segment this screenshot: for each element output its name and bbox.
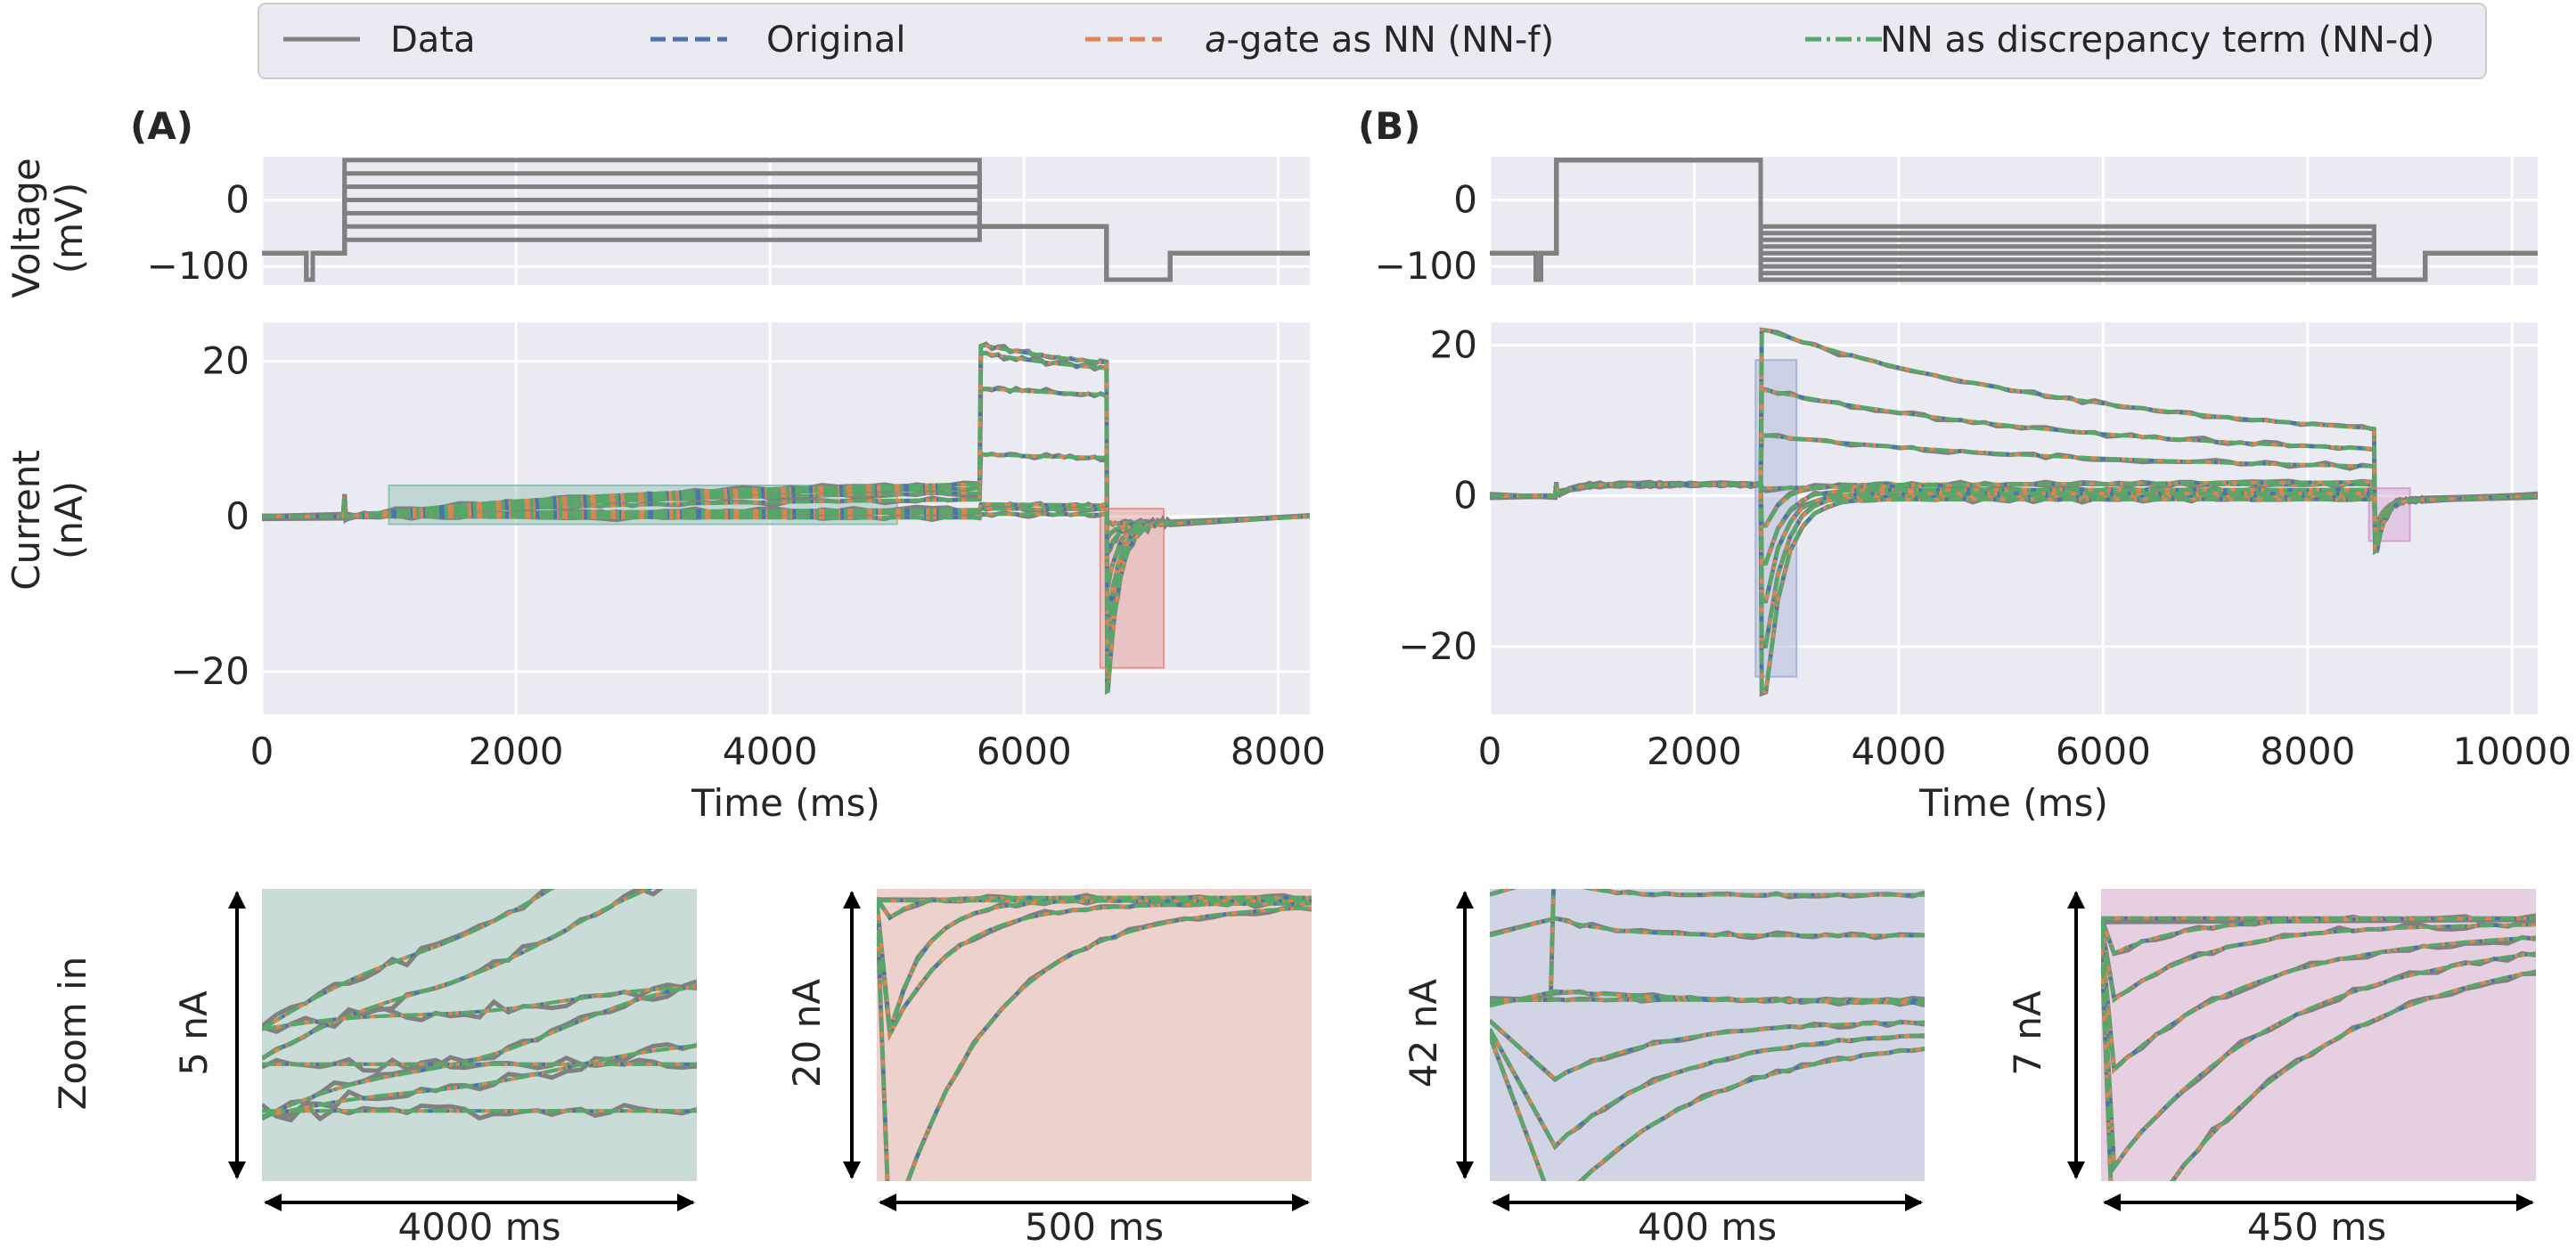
zoom-a2-scale-y: 20 nA [785, 979, 829, 1088]
legend-entry-nnf: a-gate as NN (NN-f) [1085, 20, 1554, 61]
zoom-1-bg [877, 889, 1312, 1181]
panel-b-current-xtick-label-2: 4000 [1851, 729, 1946, 773]
panel-a-current-nnd-4 [262, 387, 1310, 627]
panel-b-current-ytick-label-1: 0 [1453, 474, 1477, 517]
zoom-2-nnd-4 [1490, 1019, 1925, 1081]
panel-a-current-nnd-3 [262, 452, 1310, 589]
legend-label-nnd: NN as discrepancy term (NN-d) [1880, 20, 2434, 61]
zoom-panel-b2 [2067, 889, 2536, 1211]
panel-b-voltage-trace-8 [1490, 158, 2538, 282]
zoom-1-nnf-2 [877, 901, 1312, 1041]
zoom-2-nnd-5 [1490, 1028, 1925, 1149]
panel-a-voltage-ytick-label-1: −100 [147, 244, 249, 288]
voltage-row-label-1: Voltage [4, 158, 48, 298]
panel-b-current-xtick-label-4: 8000 [2260, 729, 2355, 773]
panel-a-current-nnd-6 [262, 344, 1310, 693]
legend-entry-data: Data [283, 20, 476, 61]
zoom-b2-scale-x: 450 ms [2247, 1205, 2386, 1249]
panel-a-current-xtick-label-4: 8000 [1231, 729, 1326, 773]
panel-b-xlabel: Time (ms) [1918, 781, 2108, 825]
panel-b: 0 −100 20 0 −20 0 2000 4000 6000 8000 10000 Time (m… [1375, 157, 2572, 825]
zoom-0-nnd-3 [262, 983, 697, 1119]
zoom-1-nnf-1 [877, 903, 1312, 1181]
zoom-panel-a2 [843, 889, 1312, 1211]
panel-b-current-xtick-label-5: 10000 [2453, 729, 2572, 773]
zoom-0-nnd-5 [262, 1043, 697, 1119]
zoom-3-nnd-3 [2101, 929, 2536, 1074]
panel-a-current-nnd-5 [262, 351, 1310, 670]
zoom-0-data-0 [262, 889, 549, 1029]
legend-label-original: Original [766, 20, 906, 61]
panel-b-voltage-ytick-label-0: 0 [1453, 177, 1477, 221]
zoom-2-original-5 [1490, 1028, 1925, 1149]
zoom-3-nnd-5 [2101, 935, 2536, 1181]
zoom-3-nnd-4 [2101, 933, 2536, 1172]
panel-a-current-nnd-2 [262, 496, 1310, 553]
panel-label-b: (B) [1358, 104, 1420, 148]
zoom-b1-scale-x: 400 ms [1638, 1205, 1777, 1249]
zoom-2-nnd-6 [1490, 1034, 1925, 1181]
zoom-b1-scale-y: 42 nA [1402, 979, 1445, 1088]
panel-a-current-xtick-label-0: 0 [250, 729, 274, 773]
panel-a-current-xtick-label-3: 6000 [977, 729, 1072, 773]
current-row-label-1: Current [4, 450, 48, 591]
panel-a-voltage-trace-6 [262, 158, 1310, 282]
zoom-2-nnd-7 [1490, 989, 1925, 1008]
zoom-0-nnd-1 [262, 889, 654, 1060]
legend-label-nnf-italic: a [1205, 20, 1227, 61]
legend-entry-original: Original [650, 20, 906, 61]
zoom-1-nnd-1 [877, 903, 1312, 1181]
zoom-a2-scale-x: 500 ms [1025, 1205, 1164, 1249]
panel-b-current-original-8 [1490, 328, 2538, 553]
panel-a-current-ytick-label-1: 0 [225, 494, 249, 538]
panel-a-voltage-ytick-label-0: 0 [225, 177, 249, 221]
legend-label-nnf-rest: -gate as NN (NN-f) [1227, 20, 1555, 61]
panel-b-current-ytick-label-2: −20 [1398, 624, 1477, 668]
panel-b-current-xtick-label-3: 6000 [2056, 729, 2151, 773]
zoom-2-nnd-1 [1490, 889, 1925, 897]
panel-a-voltage-plot-area [262, 157, 1310, 285]
zoom-1-nnd-4 [877, 895, 1312, 921]
panel-a-xlabel: Time (ms) [691, 781, 880, 825]
legend-entry-nnd: NN as discrepancy term (NN-d) [1805, 20, 2434, 61]
panel-b-current-nnd-8 [1490, 328, 2538, 553]
zoom-1-nnd-2 [877, 901, 1312, 1041]
legend-label-nnf: a-gate as NN (NN-f) [1205, 20, 1554, 61]
panel-b-voltage-plot-area [1490, 157, 2538, 285]
zoom-3-nnd-1 [2101, 916, 2536, 956]
zoom-0-nnf-1 [262, 889, 654, 1060]
panel-b-current-ytick-label-0: 20 [1430, 322, 1477, 366]
legend-label-data: Data [390, 20, 476, 61]
zoom-a1-scale-y: 5 nA [172, 990, 216, 1076]
panel-a-current-ytick-label-0: 20 [202, 339, 249, 383]
zoom-0-bg [262, 889, 697, 1181]
panel-a-current-ytick-label-2: −20 [170, 649, 249, 693]
panel-label-a: (A) [130, 104, 193, 148]
zoom-1-nnd-3 [877, 899, 1312, 1031]
zoom-panel-a1 [228, 889, 697, 1211]
zoom-3-nnd-2 [2101, 923, 2536, 1004]
current-row-label-2: (nA) [47, 481, 91, 559]
zoom-0-original-5 [262, 1043, 697, 1119]
legend-box [258, 3, 2487, 79]
voltage-row-label-2: (mV) [47, 183, 91, 273]
zoom-row-label: Zoom in [51, 957, 94, 1111]
zoom-0-nnd-2 [262, 985, 697, 1031]
legend: Data Original a-gate as NN (NN-f) NN as … [258, 3, 2487, 79]
panel-b-current-plot-area [1490, 322, 2538, 714]
panel-a-current-xtick-label-2: 4000 [723, 729, 818, 773]
zoom-panel-b1 [1456, 889, 1925, 1211]
panel-b-voltage-ytick-label-1: −100 [1375, 244, 1477, 288]
zoom-a1-scale-x: 4000 ms [397, 1205, 560, 1249]
zoom-3-bg [2101, 889, 2536, 1181]
zoom-2-nnd-2 [1490, 916, 1925, 938]
panel-b-current-xtick-label-1: 2000 [1647, 729, 1742, 773]
panel-a-current-xtick-label-1: 2000 [469, 729, 564, 773]
zoom-0-original-2 [262, 985, 697, 1031]
panel-b-current-xtick-label-0: 0 [1478, 729, 1502, 773]
zoom-b2-scale-y: 7 nA [2006, 990, 2049, 1076]
zoom-0-nnd-0 [262, 889, 555, 1031]
